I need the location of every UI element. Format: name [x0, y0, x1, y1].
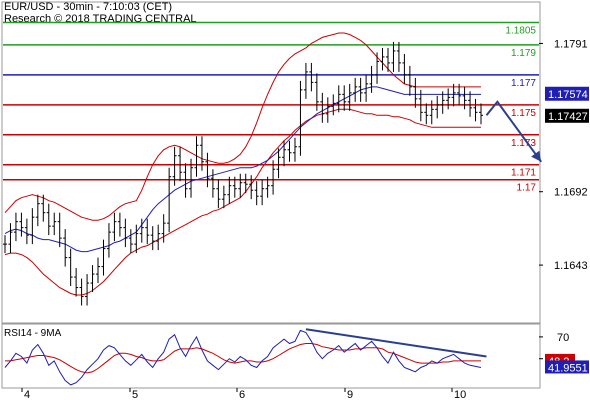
x-tick-label-3: 9	[347, 389, 353, 400]
y-tick-label-1: 1.1692	[554, 187, 588, 199]
level-label-6: 1.17	[517, 183, 537, 194]
current-price-tag-box	[545, 108, 589, 123]
x-tick-label-4: 10	[454, 389, 466, 400]
rsi-panel: RSI14 - 9MA 705048.241.9551	[4, 328, 589, 386]
price-panel-frame	[1, 1, 541, 324]
support-resistance-levels: 1.1805 1.179 1.177 1.175 1.173 1.171 1.17	[3, 21, 539, 194]
rsi-tick-label-0: 70	[557, 332, 569, 344]
forecast-arrow-head	[531, 150, 542, 162]
forecast-arrow	[485, 100, 543, 163]
level-label-0: 1.1805	[505, 25, 536, 36]
level-label-5: 1.171	[511, 168, 536, 179]
moving-average-line	[4, 86, 481, 253]
y-tick-label-0: 1.1791	[554, 38, 588, 50]
rsi-tag-box	[545, 360, 589, 374]
marker-price-tag-label: 1.17574	[548, 89, 588, 101]
x-tick-label-2: 6	[239, 389, 245, 400]
marker-price-tag-box	[545, 86, 589, 101]
rsi-ma-line	[5, 343, 481, 374]
rsi-divergence-line	[305, 328, 487, 358]
price-y-axis: 1.1791 1.1692 1.1643 1.17574 1.17427	[539, 38, 589, 272]
forecast-path-line	[485, 100, 543, 163]
rsi-line	[4, 329, 482, 386]
y-tick-label-2: 1.1643	[554, 260, 588, 272]
rsi-panel-frame	[1, 323, 541, 389]
x-tick-label-1: 5	[132, 389, 138, 400]
bollinger-upper-line	[4, 32, 481, 221]
bollinger-bands	[4, 32, 481, 296]
level-label-4: 1.173	[511, 138, 536, 149]
x-tick-label-0: 4	[24, 389, 30, 400]
rsi-tag-label: 41.9551	[548, 362, 588, 374]
time-x-axis: 4 5 6 9 10	[21, 388, 466, 400]
level-label-2: 1.177	[511, 78, 536, 89]
bollinger-lower-line	[4, 108, 481, 296]
chart-header-line1: EUR/USD - 30min - 7:10:03 (CET)	[4, 1, 173, 13]
price-bars	[3, 41, 483, 306]
level-label-3: 1.175	[511, 108, 536, 119]
current-price-tag-label: 1.17427	[548, 111, 588, 123]
rsi-panel-label: RSI14 - 9MA	[4, 328, 62, 339]
level-label-1: 1.179	[511, 48, 536, 59]
